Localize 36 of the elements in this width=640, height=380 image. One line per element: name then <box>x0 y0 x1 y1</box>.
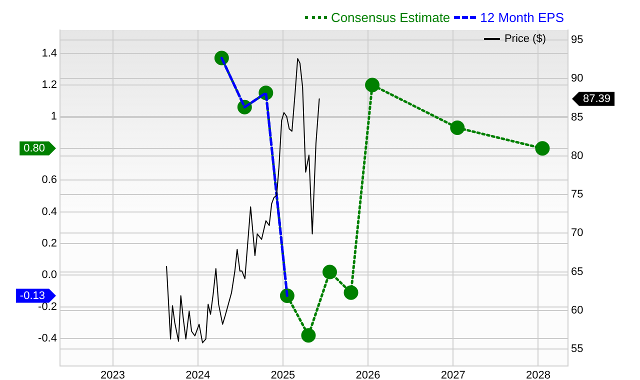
point <box>450 120 465 136</box>
y2-tick-label: 70 <box>571 227 584 240</box>
y-tick-label: 0.6 <box>42 174 57 186</box>
legend-label: Consensus Estimate <box>330 10 450 25</box>
y2-tick-label: 90 <box>571 72 584 85</box>
legend-label: Price ($) <box>504 33 546 45</box>
y-tick-label: 0.2 <box>42 238 57 250</box>
y-tick-label: 1.4 <box>42 47 57 60</box>
y-tick-label: 0.0 <box>42 269 57 282</box>
y-tick-label: -0.4 <box>38 332 57 345</box>
x-tick-label: 2027 <box>440 370 466 380</box>
y2-tick-label: 60 <box>571 304 584 316</box>
y2-tick-label: 80 <box>571 150 584 162</box>
y-tick-label: 0.4 <box>42 206 57 218</box>
point <box>535 141 550 156</box>
y2-tick-label: 85 <box>571 111 584 124</box>
point <box>344 285 358 300</box>
point <box>301 328 316 343</box>
x-tick-label: 2023 <box>100 370 125 380</box>
text: -0.13 <box>20 290 46 302</box>
x-tick-label: 2025 <box>270 370 296 380</box>
text: 87.39 <box>583 92 611 105</box>
x-tick-label: 2028 <box>526 370 550 380</box>
point <box>365 78 380 92</box>
y-tick-label: 1.2 <box>42 79 57 92</box>
text: 0.80 <box>24 142 46 154</box>
y2-tick-label: 95 <box>571 34 584 46</box>
y-tick-label: -0.2 <box>38 300 57 313</box>
x-tick-label: 2024 <box>186 370 210 380</box>
y-tick-label: 1 <box>50 110 57 123</box>
legend-label: 12 Month EPS <box>480 10 564 25</box>
y2-tick-label: 75 <box>571 188 584 201</box>
point <box>322 264 337 280</box>
x-tick-label: 2026 <box>356 370 380 380</box>
y2-tick-label: 55 <box>571 343 584 356</box>
y2-tick-label: 65 <box>571 266 584 278</box>
